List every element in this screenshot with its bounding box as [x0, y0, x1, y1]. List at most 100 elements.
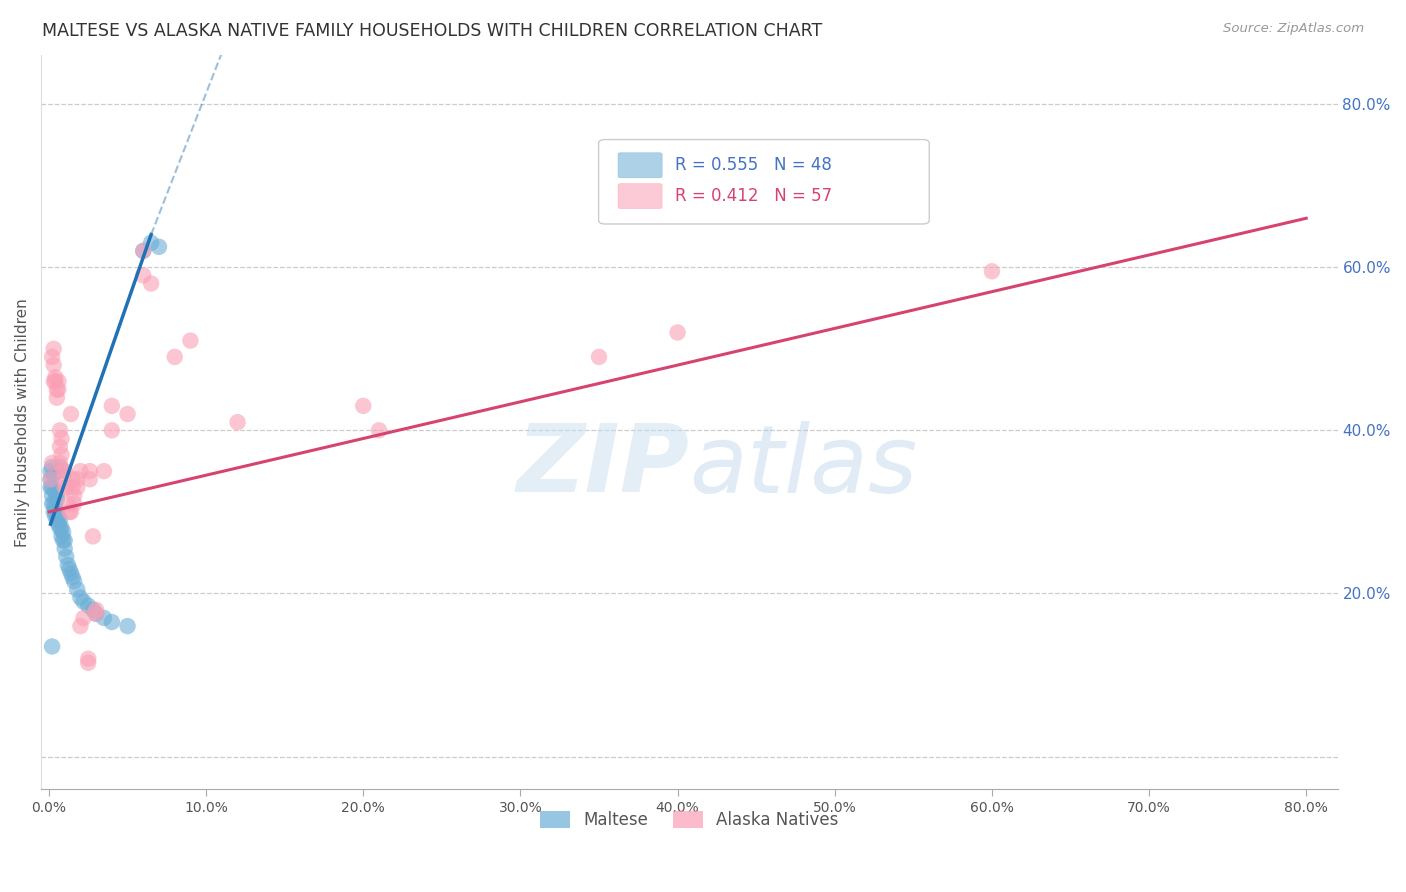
Point	[139, 277, 162, 291]
Point	[179, 334, 201, 348]
Point	[53, 464, 76, 478]
Point	[93, 611, 115, 625]
Point	[45, 513, 67, 527]
Point	[79, 464, 101, 478]
Point	[39, 472, 62, 486]
FancyBboxPatch shape	[619, 153, 662, 178]
Point	[42, 468, 65, 483]
Point	[101, 615, 124, 629]
Point	[72, 611, 94, 625]
Point	[132, 244, 155, 258]
Point	[42, 505, 65, 519]
Point	[59, 407, 82, 421]
Point	[44, 484, 66, 499]
Point	[45, 505, 67, 519]
Point	[52, 525, 75, 540]
Legend: Maltese, Alaska Natives: Maltese, Alaska Natives	[533, 805, 845, 836]
Point	[588, 350, 610, 364]
Text: R = 0.412   N = 57: R = 0.412 N = 57	[675, 187, 832, 205]
Point	[49, 440, 72, 454]
Point	[59, 505, 82, 519]
Point	[63, 497, 86, 511]
Point	[49, 521, 72, 535]
Point	[84, 603, 107, 617]
Point	[77, 651, 100, 665]
Point	[66, 480, 89, 494]
Point	[51, 529, 73, 543]
Point	[45, 492, 67, 507]
Point	[51, 521, 73, 535]
Point	[52, 464, 75, 478]
Point	[48, 517, 70, 532]
Point	[79, 472, 101, 486]
Point	[132, 244, 155, 258]
Point	[41, 489, 63, 503]
Point	[58, 562, 80, 576]
Point	[980, 264, 1002, 278]
Point	[56, 558, 79, 572]
Point	[44, 508, 66, 523]
Point	[42, 497, 65, 511]
Point	[42, 342, 65, 356]
Point	[84, 607, 107, 621]
Point	[42, 358, 65, 372]
Point	[93, 464, 115, 478]
Point	[51, 448, 73, 462]
Point	[48, 464, 70, 478]
Point	[77, 656, 100, 670]
FancyBboxPatch shape	[619, 184, 662, 209]
Point	[41, 350, 63, 364]
Point	[66, 582, 89, 597]
Point	[117, 619, 139, 633]
Text: MALTESE VS ALASKA NATIVE FAMILY HOUSEHOLDS WITH CHILDREN CORRELATION CHART: MALTESE VS ALASKA NATIVE FAMILY HOUSEHOL…	[42, 22, 823, 40]
Point	[82, 529, 104, 543]
Point	[55, 549, 77, 564]
Point	[69, 464, 91, 478]
Point	[49, 513, 72, 527]
Point	[41, 456, 63, 470]
Point	[41, 480, 63, 494]
Point	[48, 375, 70, 389]
Point	[82, 603, 104, 617]
Point	[45, 489, 67, 503]
FancyBboxPatch shape	[599, 139, 929, 224]
Point	[49, 460, 72, 475]
Text: atlas: atlas	[689, 421, 918, 512]
Point	[226, 415, 249, 429]
Point	[666, 326, 689, 340]
Point	[49, 423, 72, 437]
Point	[39, 480, 62, 494]
Point	[41, 640, 63, 654]
Point	[53, 541, 76, 556]
Point	[132, 268, 155, 283]
Point	[56, 497, 79, 511]
Point	[41, 460, 63, 475]
Text: Source: ZipAtlas.com: Source: ZipAtlas.com	[1223, 22, 1364, 36]
Point	[39, 472, 62, 486]
Point	[84, 607, 107, 621]
Point	[368, 423, 391, 437]
Text: ZIP: ZIP	[516, 420, 689, 512]
Point	[44, 500, 66, 515]
Point	[66, 472, 89, 486]
Text: R = 0.555   N = 48: R = 0.555 N = 48	[675, 156, 832, 174]
Point	[51, 432, 73, 446]
Point	[49, 456, 72, 470]
Point	[101, 399, 124, 413]
Point	[148, 240, 170, 254]
Point	[45, 383, 67, 397]
Point	[69, 619, 91, 633]
Point	[62, 480, 84, 494]
Point	[59, 566, 82, 580]
Point	[72, 594, 94, 608]
Point	[139, 235, 162, 250]
Point	[39, 464, 62, 478]
Point	[53, 472, 76, 486]
Point	[63, 574, 86, 589]
Point	[52, 533, 75, 548]
Point	[55, 480, 77, 494]
Point	[45, 391, 67, 405]
Y-axis label: Family Households with Children: Family Households with Children	[15, 298, 30, 547]
Point	[77, 599, 100, 613]
Point	[352, 399, 374, 413]
